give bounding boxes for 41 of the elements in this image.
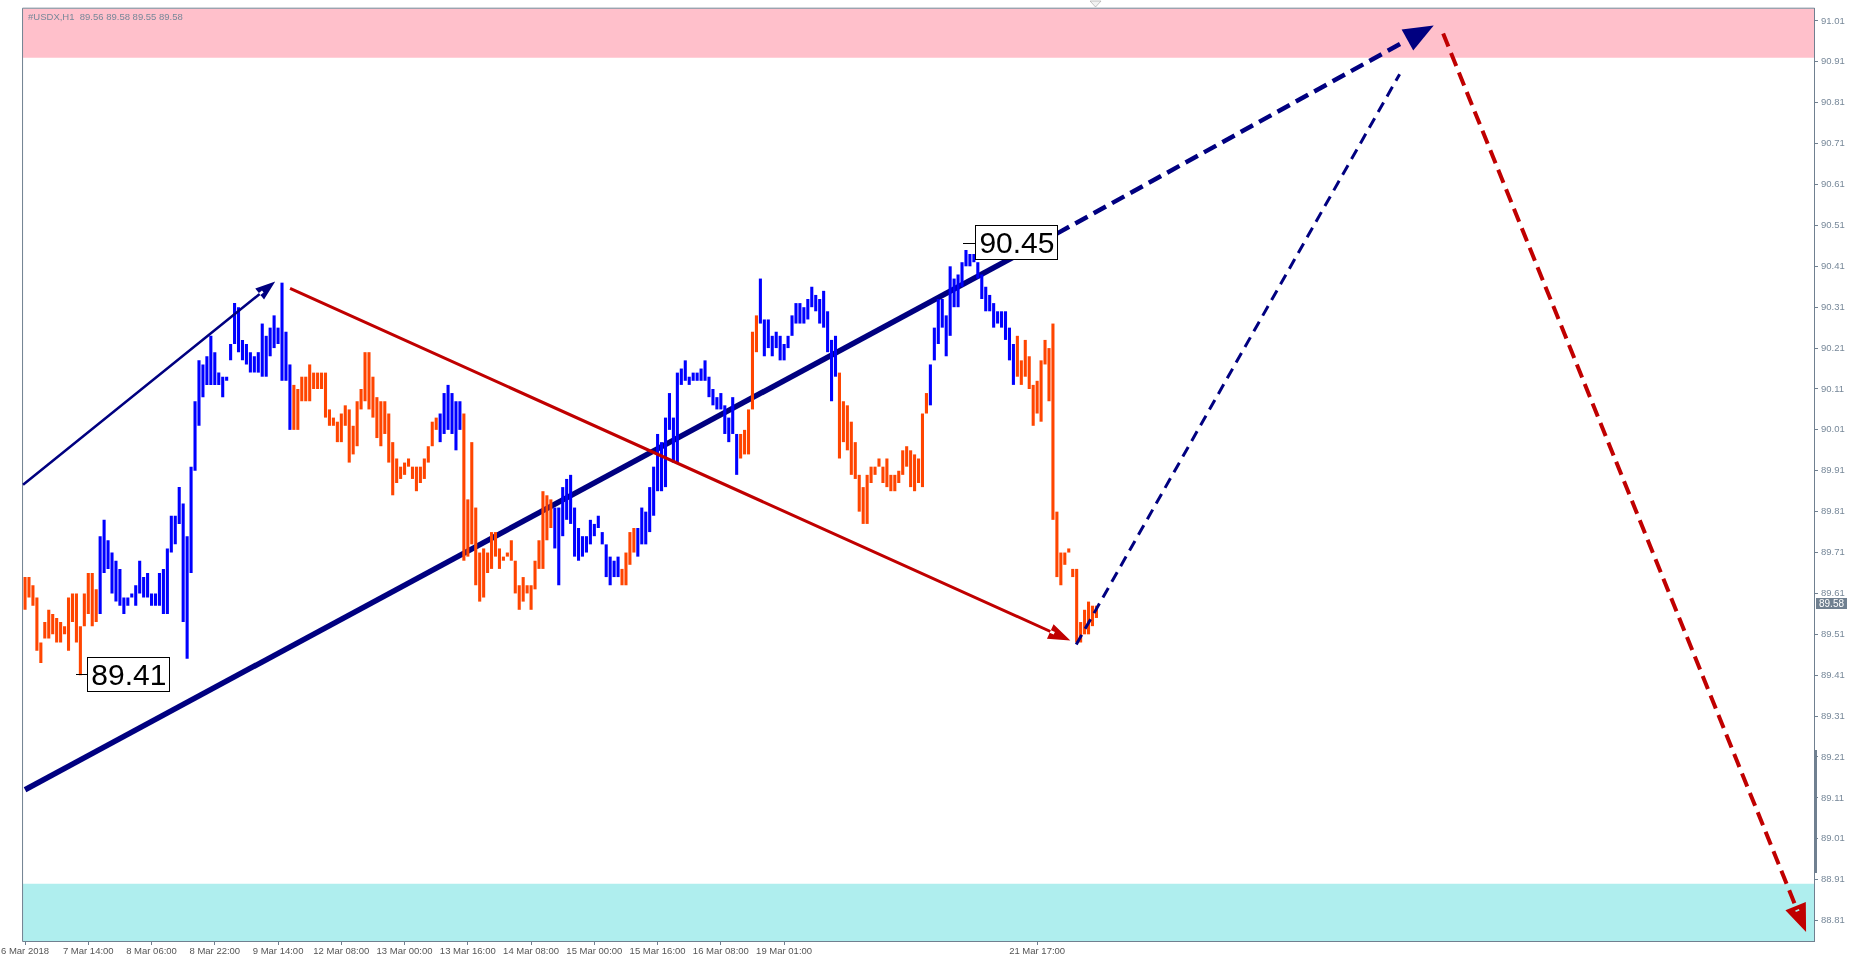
y-tick-label: 89.51: [1821, 627, 1845, 639]
y-tick-label: 89.01: [1821, 832, 1845, 844]
chart-title: #USDX,H1 89.56 89.58 89.55 89.58: [28, 11, 183, 23]
x-tick-label: 7 Mar 14:00: [62, 945, 114, 957]
y-tick-label: 90.41: [1821, 259, 1845, 271]
x-tick-label: 6 Mar 2018: [1, 945, 50, 957]
x-tick-label: 14 Mar 08:00: [503, 945, 560, 957]
x-tick-label: 16 Mar 08:00: [692, 945, 749, 957]
annotation: 89.41: [87, 656, 171, 692]
y-tick-label: 90.61: [1821, 178, 1845, 190]
x-tick-label: 21 Mar 17:00: [1009, 945, 1066, 957]
x-tick-label: 13 Mar 16:00: [439, 945, 496, 957]
y-tick-label: 90.21: [1821, 341, 1845, 353]
y-tick-label: 89.31: [1821, 709, 1845, 721]
y-tick-label: 91.01: [1821, 14, 1845, 26]
y-tick-label: 89.21: [1821, 750, 1845, 762]
y-tick-label: 89.41: [1821, 668, 1845, 680]
x-tick-label: 8 Mar 22:00: [189, 945, 241, 957]
x-tick-label: 15 Mar 00:00: [566, 945, 623, 957]
x-tick-label: 13 Mar 00:00: [376, 945, 433, 957]
y-tick-label: 89.11: [1821, 791, 1845, 803]
y-tick-label: 90.31: [1821, 300, 1845, 312]
y-tick-label: 90.01: [1821, 423, 1845, 435]
y-tick-label: 89.91: [1821, 464, 1845, 476]
y-tick-label: 90.91: [1821, 55, 1845, 67]
y-tick-label: 90.11: [1821, 382, 1845, 394]
y-tick-label: 88.81: [1821, 914, 1845, 926]
x-tick-label: 15 Mar 16:00: [629, 945, 686, 957]
y-tick-label: 89.81: [1821, 505, 1845, 517]
y-tick-label: 90.81: [1821, 96, 1845, 108]
x-tick-label: 9 Mar 14:00: [252, 945, 304, 957]
text: 89.58: [1816, 598, 1848, 610]
x-tick-label: 19 Mar 01:00: [756, 945, 813, 957]
y-tick-label: 89.61: [1821, 587, 1845, 599]
y-tick-label: 90.71: [1821, 137, 1845, 149]
x-tick-label: 12 Mar 08:00: [313, 945, 370, 957]
annotation: 90.45: [975, 225, 1059, 261]
y-tick-label: 88.91: [1821, 873, 1845, 885]
y-tick-label: 89.71: [1821, 546, 1845, 558]
y-tick-label: 90.51: [1821, 219, 1845, 231]
x-tick-label: 8 Mar 06:00: [126, 945, 177, 957]
